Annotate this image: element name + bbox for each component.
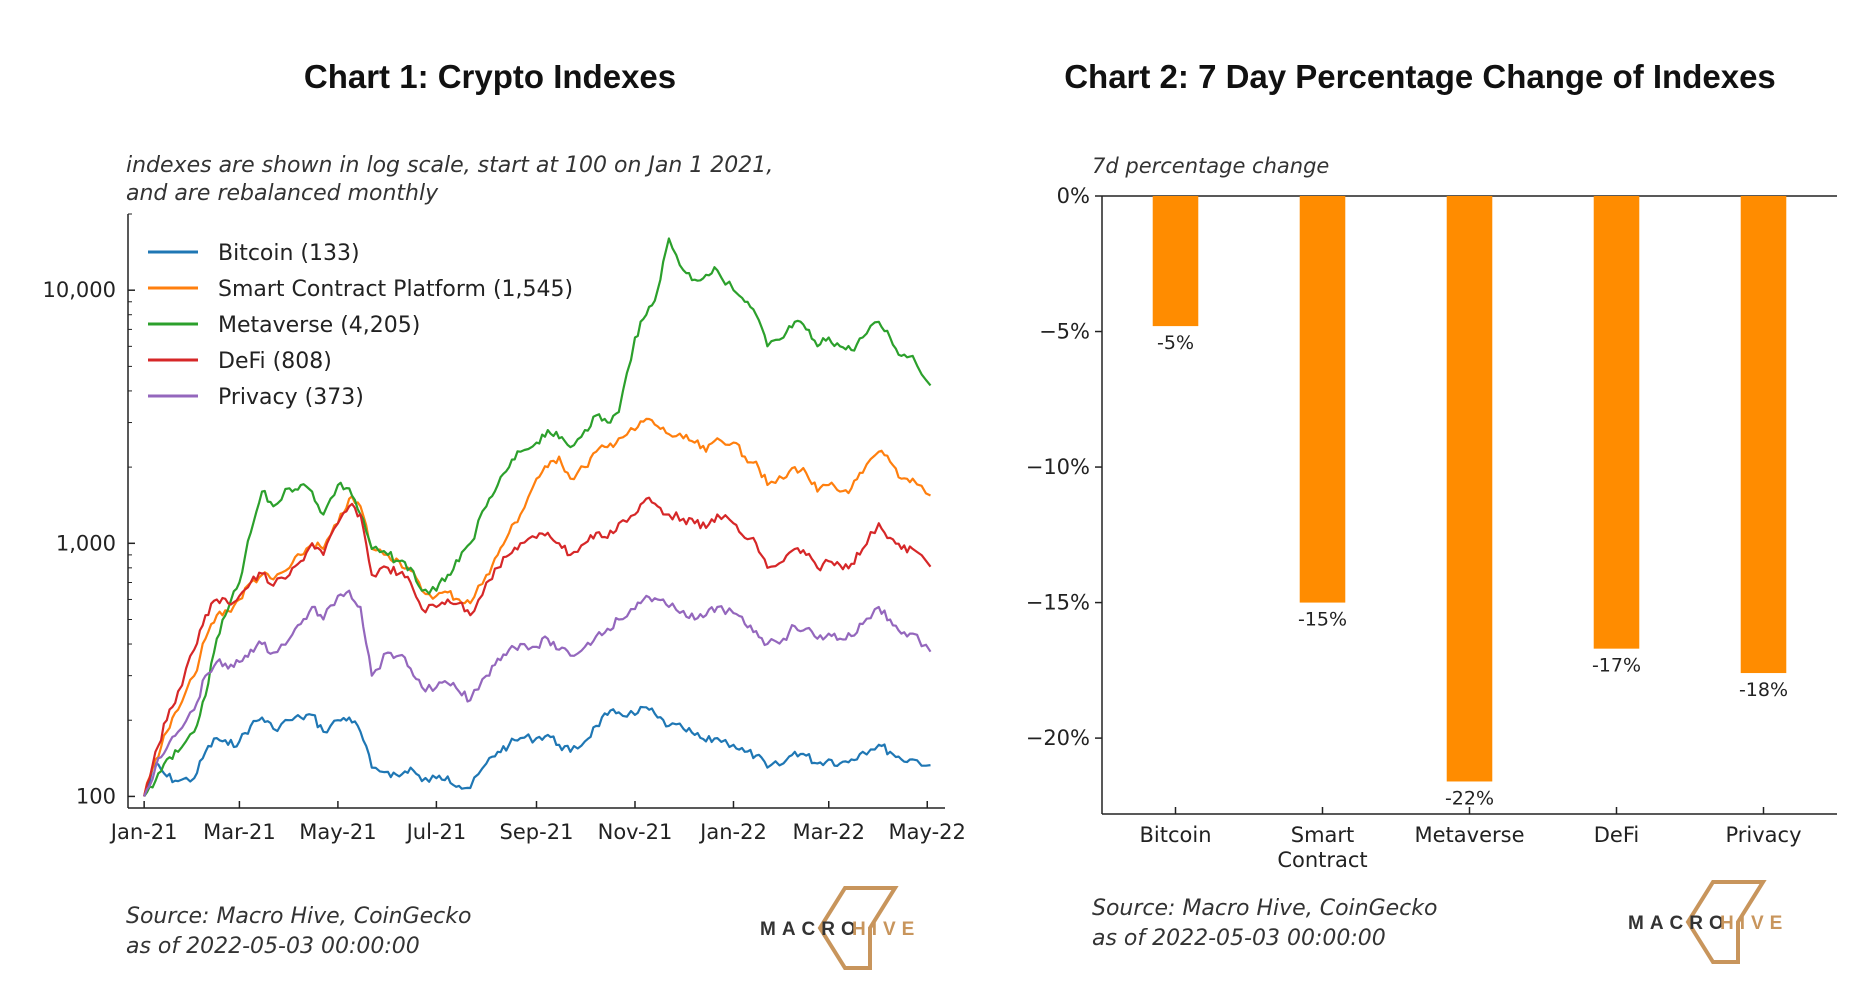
chart2-bar-label: -22% — [1445, 787, 1494, 809]
logo-text-macro: MACRO — [760, 919, 862, 940]
chart2-source: Source: Macro Hive, CoinGecko as of 2022… — [1092, 894, 1437, 954]
chart1-x-tick-label: Nov-21 — [598, 820, 673, 844]
chart2-x-tick-label: Metaverse — [1415, 823, 1525, 847]
chart1-title: Chart 1: Crypto Indexes — [303, 58, 677, 95]
chart1-y-tick-label: 10,000 — [43, 278, 116, 302]
chart2-bar — [1446, 196, 1493, 782]
macrohive-logo: MACRO HIVE — [1628, 880, 1788, 964]
chart1-y-tick-label: 1,000 — [56, 531, 116, 555]
hexagon-icon — [817, 886, 899, 970]
chart1-x-tick-label: May-21 — [299, 820, 376, 844]
chart2-source-line1: Source: Macro Hive, CoinGecko — [1092, 896, 1438, 921]
chart1-y-tick-label: 100 — [76, 784, 116, 808]
chart2-bar-label: -15% — [1298, 609, 1347, 631]
logo-text-hive: HIVE — [1720, 913, 1788, 934]
chart1-x-tick-label: Jul-21 — [405, 820, 467, 844]
chart2-y-tick-label: −5% — [1039, 320, 1090, 344]
chart2-x-tick-label: Bitcoin — [1139, 823, 1211, 847]
chart1-x-tick-label: May-22 — [889, 820, 966, 844]
chart2: 0% −5% −10% −15% −20% -5% Bitcoin -15% SmartCont… — [1026, 184, 1837, 872]
chart1-subtitle-line2: and are rebalanced monthly — [126, 181, 439, 206]
chart2-bar — [1593, 196, 1640, 649]
chart2-x-tick-label: Contract — [1277, 848, 1367, 872]
chart1-series-smart-contract-platform — [143, 417, 931, 797]
chart1-legend-label: Bitcoin (133) — [218, 241, 360, 266]
chart2-bar-label: -18% — [1739, 679, 1788, 701]
chart1-source-line1: Source: Macro Hive, CoinGecko — [126, 904, 472, 929]
chart1-legend-label: Smart Contract Platform (1,545) — [218, 277, 573, 302]
chart2-source-line2: as of 2022-05-03 00:00:00 — [1092, 926, 1386, 951]
chart1-subtitle-line1: indexes are shown in log scale, start at… — [126, 153, 774, 178]
logo-text-macro: MACRO — [1628, 913, 1730, 934]
chart1-source-line2: as of 2022-05-03 00:00:00 — [126, 934, 420, 959]
chart1-subtitle: indexes are shown in log scale, start at… — [126, 152, 773, 208]
chart1-x-tick-label: Jan-21 — [109, 820, 178, 844]
chart2-title: Chart 2: 7 Day Percentage Change of Inde… — [1064, 58, 1776, 95]
chart2-bar — [1299, 196, 1346, 603]
chart1-source: Source: Macro Hive, CoinGecko as of 2022… — [126, 902, 471, 962]
macrohive-logo: MACRO HIVE — [760, 886, 920, 970]
chart2-y-tick-label: −15% — [1026, 591, 1090, 615]
chart2-x-tick-label: Smart — [1291, 823, 1355, 847]
chart1-x-tick-label: Mar-21 — [203, 820, 276, 844]
chart1-legend-label: Metaverse (4,205) — [218, 313, 420, 338]
chart1-x-tick-label: Mar-22 — [792, 820, 865, 844]
chart2-y-tick-label: −10% — [1026, 455, 1090, 479]
chart2-bar-label: -17% — [1592, 655, 1641, 677]
chart1-x-tick-label: Jan-22 — [698, 820, 767, 844]
chart2-y-tick-label: 0% — [1057, 184, 1090, 208]
chart1-series-bitcoin — [143, 705, 931, 797]
chart2-axis-title: 7d percentage change — [1092, 154, 1330, 178]
chart1-legend-label: DeFi (808) — [218, 349, 332, 374]
chart1-series-privacy — [143, 589, 932, 797]
chart1: 100 1,000 10,000 Jan-21 Mar-21 May-21 Jul-21 Se… — [43, 213, 966, 844]
chart1-x-tick-label: Sep-21 — [500, 820, 574, 844]
chart2-y-tick-label: −20% — [1026, 726, 1090, 750]
chart2-bar — [1740, 196, 1787, 674]
chart1-series-defi — [143, 496, 932, 797]
chart2-bar — [1152, 196, 1199, 327]
chart2-x-tick-label: DeFi — [1594, 823, 1639, 847]
chart2-bar-label: -5% — [1157, 332, 1194, 354]
logo-text-hive: HIVE — [852, 919, 920, 940]
chart2-x-tick-label: Privacy — [1725, 823, 1801, 847]
chart1-series-metaverse — [143, 237, 932, 798]
chart1-legend-label: Privacy (373) — [218, 385, 364, 410]
hexagon-icon — [1685, 880, 1767, 964]
